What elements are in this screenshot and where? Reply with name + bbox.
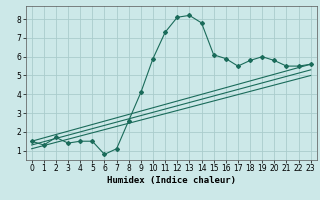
X-axis label: Humidex (Indice chaleur): Humidex (Indice chaleur) (107, 176, 236, 185)
